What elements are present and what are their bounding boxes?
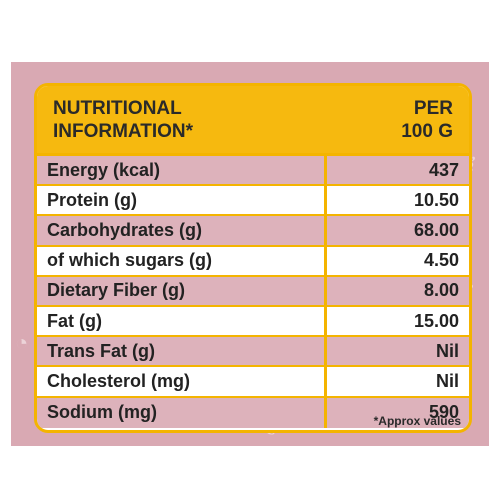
header-title-line2: INFORMATION* <box>53 120 194 142</box>
nutrient-name: Fat (g) <box>37 306 327 336</box>
table-row: Trans Fat (g) Nil <box>37 337 469 368</box>
nutrient-value: 437 <box>428 159 459 180</box>
header-serving-line2: 100 G <box>401 120 453 142</box>
header-serving: PER 100 G <box>401 97 453 143</box>
nutrient-value: 68.00 <box>413 219 459 240</box>
nutrient-name: Carbohydrates (g) <box>37 216 327 245</box>
table-row: Cholesterol (mg) Nil <box>37 367 469 398</box>
nutrient-name: Energy (kcal) <box>37 156 327 185</box>
table-row: of which sugars (g) 4.50 <box>37 246 469 277</box>
nutrient-value: 4.50 <box>423 250 459 271</box>
nutrient-value: Nil <box>435 370 459 391</box>
nutrient-name: Dietary Fiber (g) <box>37 276 327 305</box>
nutrient-name: Cholesterol (mg) <box>37 367 327 396</box>
header-title-line1: NUTRITIONAL <box>53 97 182 119</box>
nutrition-table: NUTRITIONAL INFORMATION* PER 100 G Energ… <box>34 83 472 433</box>
table-row: Sodium (mg) 590 <box>37 397 469 428</box>
footnote: *Approx values <box>373 414 461 428</box>
nutrient-name: Sodium (mg) <box>37 397 327 428</box>
nutrition-panel: ❦ ❦ ◔ ◔ ❦ NUTRITIONAL INFORMATION* PER 1… <box>11 62 489 446</box>
header-title: NUTRITIONAL INFORMATION* <box>53 97 193 143</box>
nutrient-value: 590 <box>428 402 459 423</box>
table-row: Fat (g) 15.00 <box>37 306 469 338</box>
nutrient-name: Protein (g) <box>37 186 327 215</box>
table-row: Carbohydrates (g) 68.00 <box>37 216 469 247</box>
nutrient-value: 8.00 <box>423 280 459 301</box>
table-row: Energy (kcal) 437 <box>37 156 469 187</box>
nutrient-value: 15.00 <box>413 310 459 331</box>
nutrient-name: Trans Fat (g) <box>37 337 327 366</box>
table-header: NUTRITIONAL INFORMATION* PER 100 G <box>37 86 469 156</box>
table-row: Protein (g) 10.50 <box>37 186 469 217</box>
table-body: Energy (kcal) 437 Protein (g) 10.50 Carb… <box>37 156 469 428</box>
nutrient-name: of which sugars (g) <box>37 246 327 275</box>
nutrient-value: Nil <box>435 340 459 361</box>
header-serving-line1: PER <box>413 97 453 119</box>
nutrient-value: 10.50 <box>413 189 459 210</box>
table-row: Dietary Fiber (g) 8.00 <box>37 276 469 307</box>
doodle-seed-icon: ◔ <box>15 330 29 355</box>
